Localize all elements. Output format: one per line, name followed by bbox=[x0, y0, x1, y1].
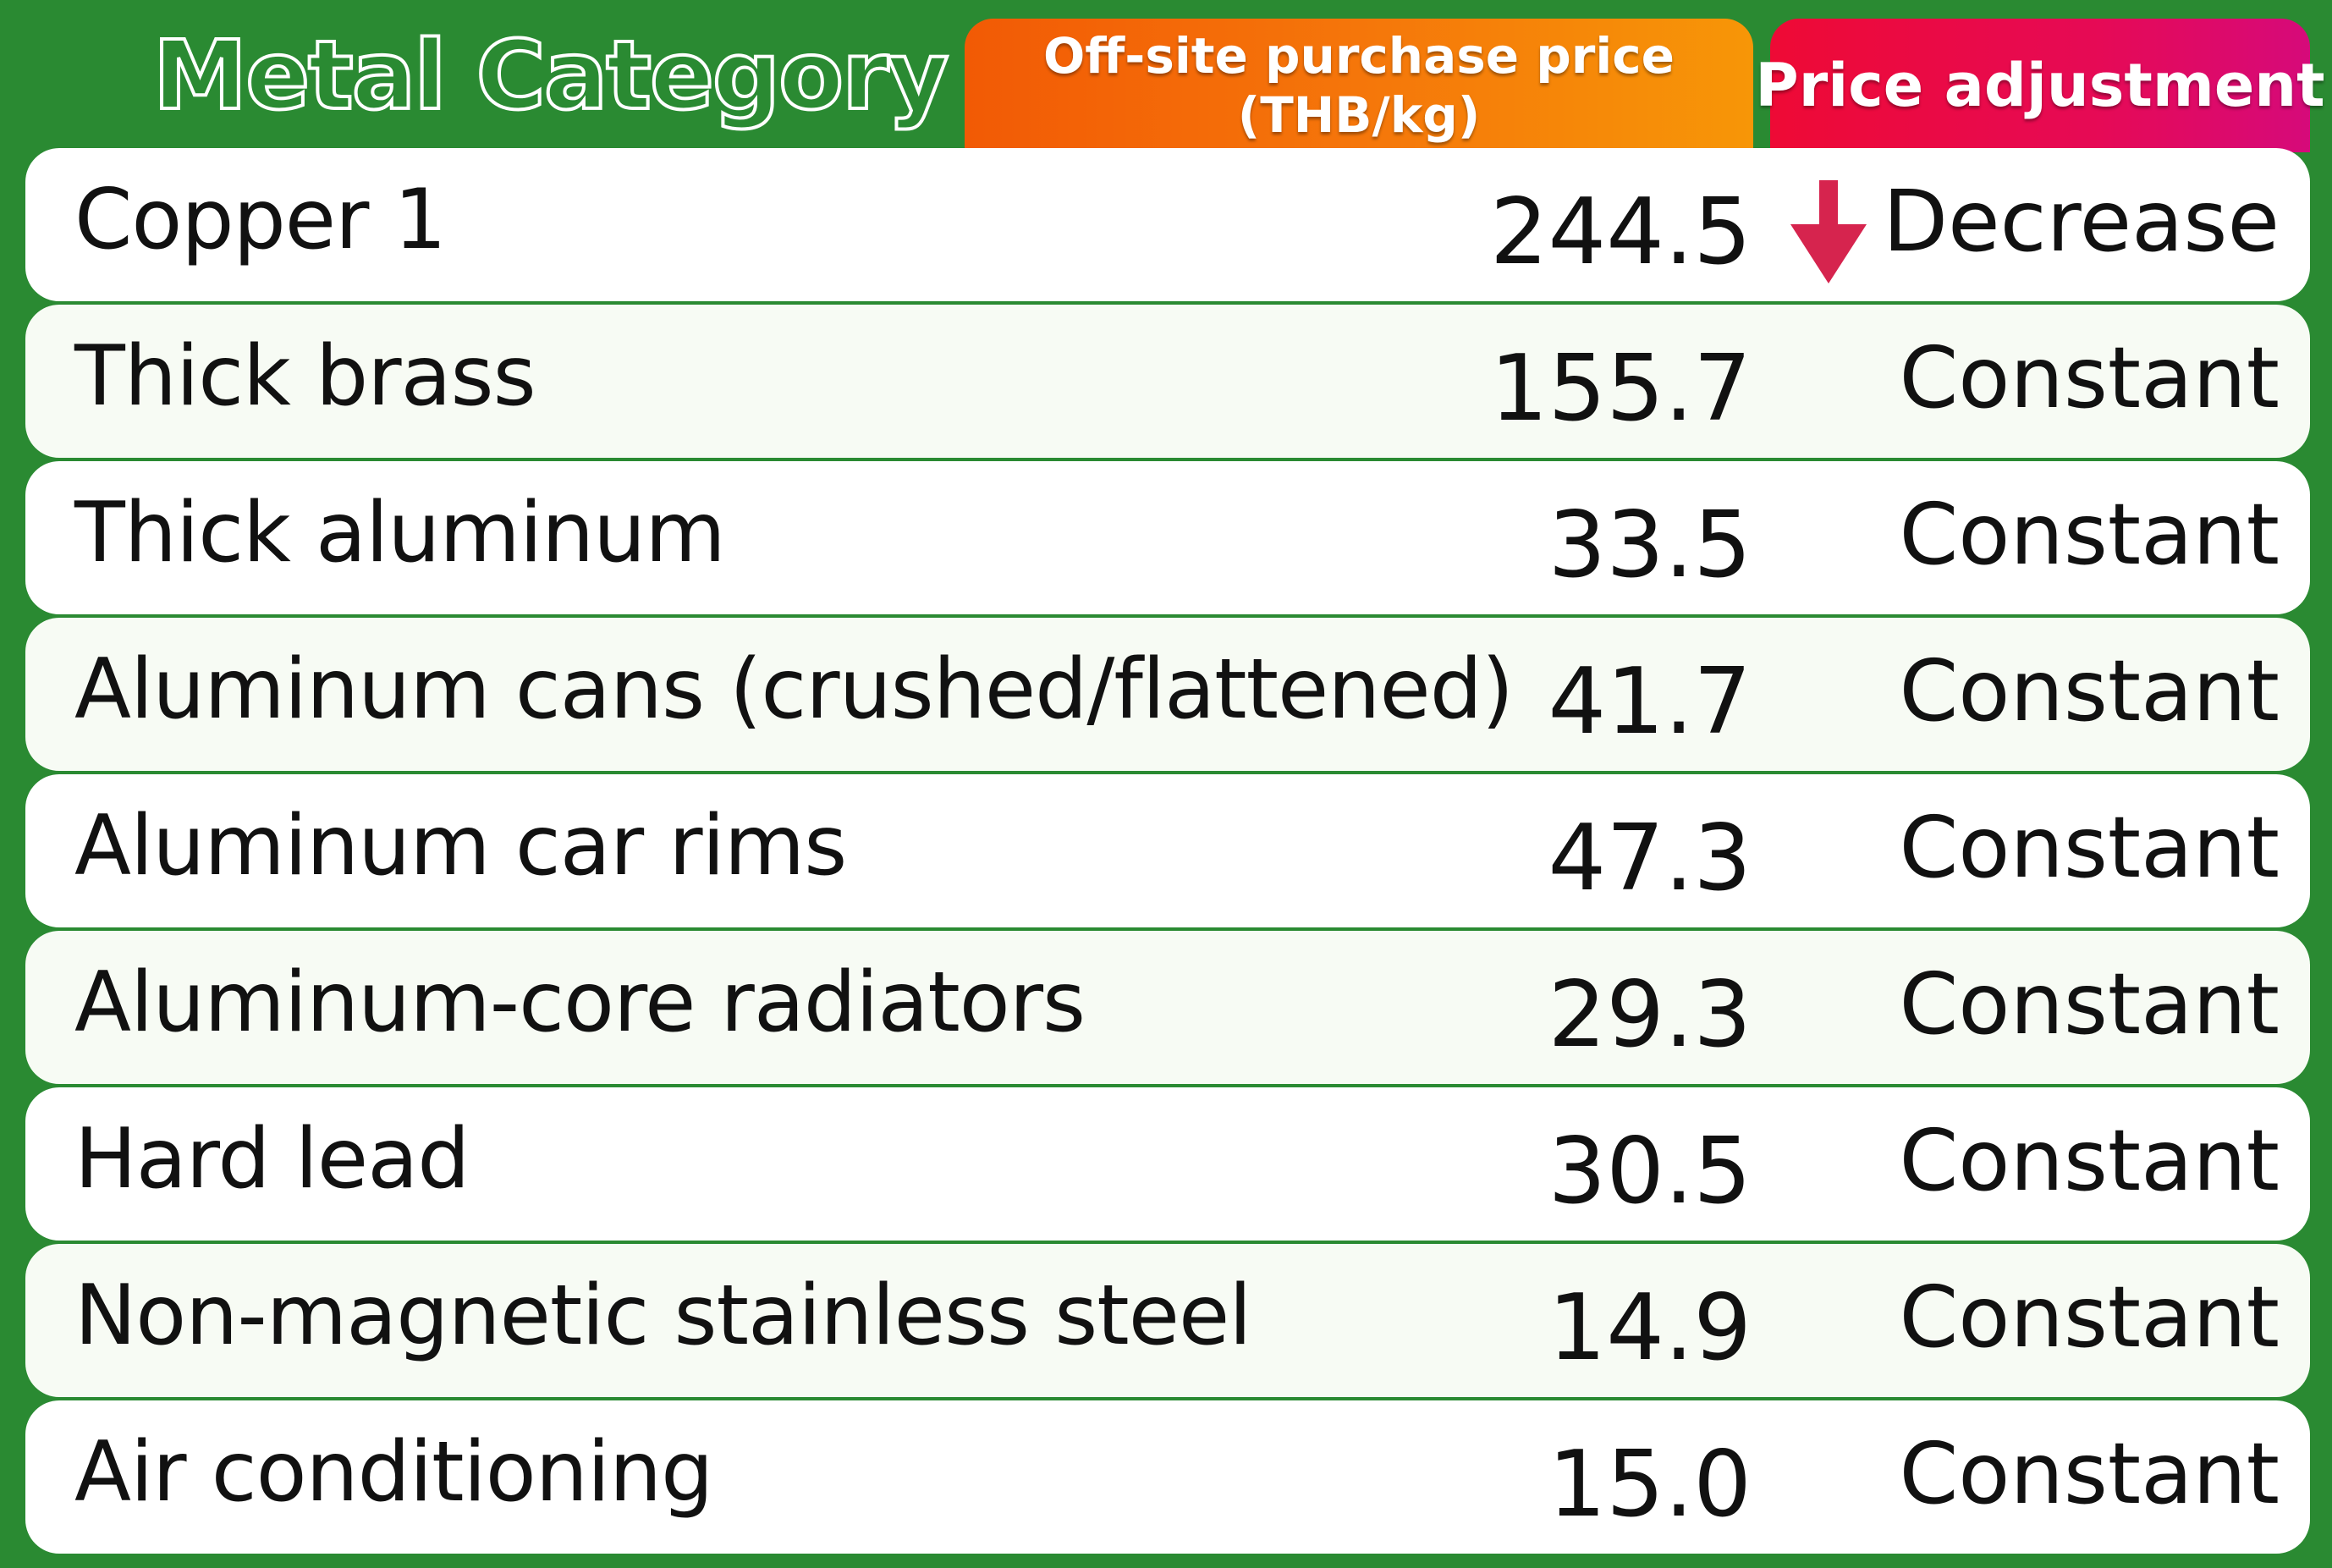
price-header-line1: Off-site purchase price bbox=[1042, 27, 1675, 85]
adjustment-column-header: Price adjustment bbox=[1755, 19, 2325, 152]
adjustment-cell: Constant bbox=[1899, 955, 2280, 1054]
table-row-aluminum-car-rims: Aluminum car rims 47.3 Constant bbox=[25, 774, 2310, 927]
price-cell: 155.7 bbox=[1489, 336, 1752, 442]
adjustment-cell: Constant bbox=[1899, 328, 2280, 427]
price-cell: 41.7 bbox=[1548, 649, 1752, 755]
category-cell: Air conditioning bbox=[74, 1424, 713, 1521]
table-row-thick-aluminum: Thick aluminum 33.5 Constant bbox=[25, 461, 2310, 614]
table-row-thick-brass: Thick brass 155.7 Constant bbox=[25, 305, 2310, 458]
category-cell: Aluminum car rims bbox=[74, 798, 847, 894]
metal-category-title: Metal Category bbox=[151, 19, 951, 133]
category-cell: Thick aluminum bbox=[74, 485, 726, 581]
adjustment-cell: Constant bbox=[1899, 1268, 2280, 1367]
adjustment-cell: Constant bbox=[1899, 485, 2280, 584]
price-table: Copper 1 244.5 Decrease Thick brass 155.… bbox=[25, 148, 2310, 1557]
category-cell: Non-magnetic stainless steel bbox=[74, 1268, 1252, 1364]
adjustment-cell: Constant bbox=[1899, 798, 2280, 897]
table-row-hard-lead: Hard lead 30.5 Constant bbox=[25, 1087, 2310, 1241]
adjustment-cell: Constant bbox=[1899, 1111, 2280, 1210]
adjustment-cell: Constant bbox=[1899, 1424, 2280, 1523]
price-cell: 29.3 bbox=[1548, 962, 1752, 1068]
price-cell: 15.0 bbox=[1548, 1432, 1752, 1538]
category-cell: Thick brass bbox=[74, 328, 536, 425]
category-cell: Aluminum cans (crushed/flattened) bbox=[74, 641, 1514, 738]
table-row-aluminum-core-radiators: Aluminum-core radiators 29.3 Constant bbox=[25, 931, 2310, 1084]
arrow-down-icon bbox=[1790, 180, 1867, 283]
table-row-air-conditioning: Air conditioning 15.0 Constant bbox=[25, 1400, 2310, 1554]
price-cell: 14.9 bbox=[1548, 1275, 1752, 1381]
price-cell: 244.5 bbox=[1489, 179, 1752, 285]
price-cell: 47.3 bbox=[1548, 806, 1752, 911]
price-column-header: Off-site purchase price (THB/kg) bbox=[965, 19, 1753, 152]
price-cell: 30.5 bbox=[1548, 1119, 1752, 1224]
category-cell: Aluminum-core radiators bbox=[74, 955, 1086, 1051]
adjustment-cell: Decrease bbox=[1883, 172, 2280, 271]
table-row-aluminum-cans: Aluminum cans (crushed/flattened) 41.7 C… bbox=[25, 618, 2310, 771]
adjustment-cell: Constant bbox=[1899, 641, 2280, 740]
category-cell: Copper 1 bbox=[74, 172, 447, 268]
table-row-copper-1: Copper 1 244.5 Decrease bbox=[25, 148, 2310, 301]
table-row-non-magnetic-stainless-steel: Non-magnetic stainless steel 14.9 Consta… bbox=[25, 1244, 2310, 1397]
price-header-line2: (THB/kg) bbox=[1237, 86, 1481, 144]
price-cell: 33.5 bbox=[1548, 492, 1752, 598]
category-cell: Hard lead bbox=[74, 1111, 470, 1208]
